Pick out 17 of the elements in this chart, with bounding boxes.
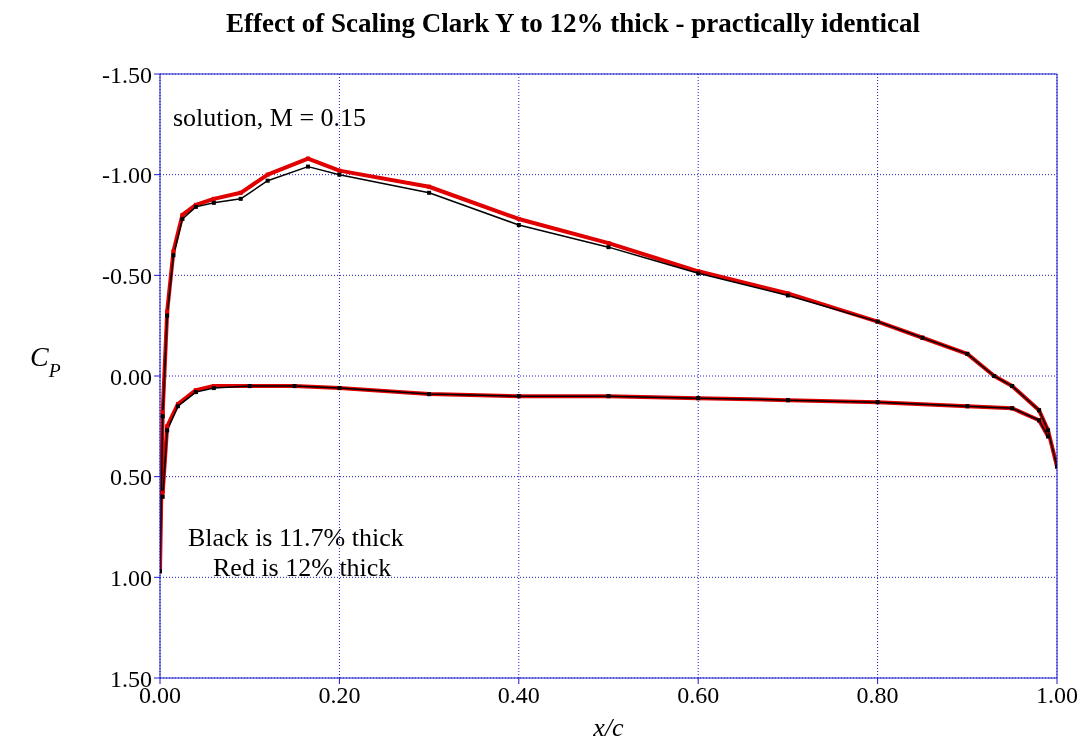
x-tick-label: 1.00: [1036, 682, 1078, 709]
x-tick-label: 0.60: [677, 682, 720, 709]
annotation: Red is 12% thick: [213, 553, 392, 583]
y-tick-label: -1.00: [102, 162, 152, 189]
x-tick-label: 0.80: [856, 682, 899, 709]
x-tick-label: 0.40: [497, 682, 540, 709]
x-axis-title: x/c: [592, 713, 625, 742]
annotation: Black is 11.7% thick: [188, 523, 404, 553]
annotation: solution, M = 0.15: [173, 103, 367, 133]
y-tick-label: -1.50: [102, 61, 152, 88]
y-tick-label: 0.00: [110, 363, 152, 390]
y-tick-label: -0.50: [102, 262, 152, 289]
y-tick-label: 1.00: [110, 564, 152, 591]
y-tick-label: 0.50: [110, 464, 152, 491]
chart-title: Effect of Scaling Clark Y to 12% thick - practically identical: [225, 8, 921, 40]
y-axis-title: C$_{P}$: [30, 341, 61, 381]
x-tick-label: 0.20: [318, 682, 361, 709]
